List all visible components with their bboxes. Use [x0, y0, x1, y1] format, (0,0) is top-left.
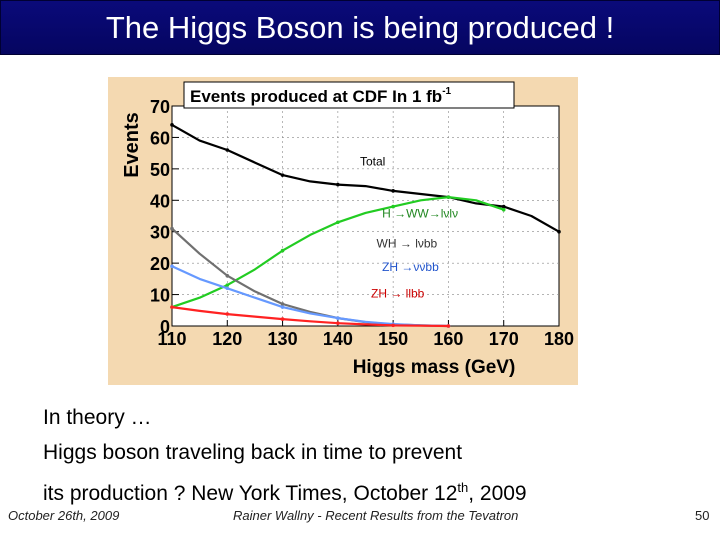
body-line-2: Higgs boson traveling back in time to pr…: [43, 435, 527, 470]
series-point: [281, 302, 285, 306]
y-tick-label: 60: [150, 128, 170, 148]
series-point: [225, 283, 229, 287]
y-tick-label: 0: [160, 317, 170, 337]
series-point: [225, 274, 229, 278]
y-tick-label: 70: [150, 97, 170, 117]
series-point: [170, 264, 174, 268]
x-tick-label: 170: [489, 329, 519, 349]
y-tick-label: 20: [150, 254, 170, 274]
body-line-1: In theory …: [43, 400, 527, 435]
series-annotation: Total: [360, 155, 385, 169]
series-point: [225, 286, 229, 290]
series-point: [170, 305, 174, 309]
x-tick-label: 120: [212, 329, 242, 349]
footer-author: Rainer Wallny - Recent Results from the …: [233, 508, 518, 523]
series-annotation: ZH → llbb: [371, 287, 425, 301]
body-text: In theory … Higgs boson traveling back i…: [43, 400, 527, 511]
series-point: [502, 205, 506, 209]
y-tick-label: 10: [150, 286, 170, 306]
plot-area: [172, 106, 559, 326]
y-tick-label: 50: [150, 160, 170, 180]
x-axis-label: Higgs mass (GeV): [353, 357, 516, 378]
series-annotation: H →WW→lνlν: [382, 207, 458, 221]
series-point: [225, 312, 229, 316]
series-point: [170, 123, 174, 127]
y-tick-label: 40: [150, 191, 170, 211]
series-point: [447, 195, 451, 199]
x-tick-label: 140: [323, 329, 353, 349]
y-axis-label: Events: [121, 112, 143, 178]
chart-title-box: Events produced at CDF In 1 fb-1: [184, 82, 514, 108]
series-point: [336, 316, 340, 320]
series-point: [391, 324, 395, 328]
series-point: [336, 321, 340, 325]
x-tick-label: 160: [433, 329, 463, 349]
page-number: 50: [695, 508, 709, 523]
series-point: [281, 305, 285, 309]
x-tick-label: 180: [544, 329, 574, 349]
series-annotation: WH → lνbb: [377, 236, 438, 250]
series-point: [502, 208, 506, 212]
series-point: [336, 183, 340, 187]
body-line-3: its production ? New York Times, October…: [43, 470, 527, 511]
series-annotation: ZH →ννbb: [382, 260, 439, 274]
x-tick-label: 130: [268, 329, 298, 349]
series-point: [281, 249, 285, 253]
series-point: [281, 317, 285, 321]
chart-panel: 110 120 130 140 150 160 170 180010203040506070 …: [108, 77, 578, 385]
footer-date: October 26th, 2009: [8, 508, 119, 523]
series-point: [170, 227, 174, 231]
series-point: [391, 189, 395, 193]
x-tick-label: 150: [378, 329, 408, 349]
series-point: [281, 173, 285, 177]
y-tick-label: 30: [150, 223, 170, 243]
series-point: [557, 230, 561, 234]
chart-title: Events produced at CDF In 1 fb-1: [190, 86, 452, 106]
series-point: [225, 148, 229, 152]
series-point: [447, 324, 451, 328]
slide-title: The Higgs Boson is being produced !: [0, 0, 720, 55]
series-point: [336, 220, 340, 224]
